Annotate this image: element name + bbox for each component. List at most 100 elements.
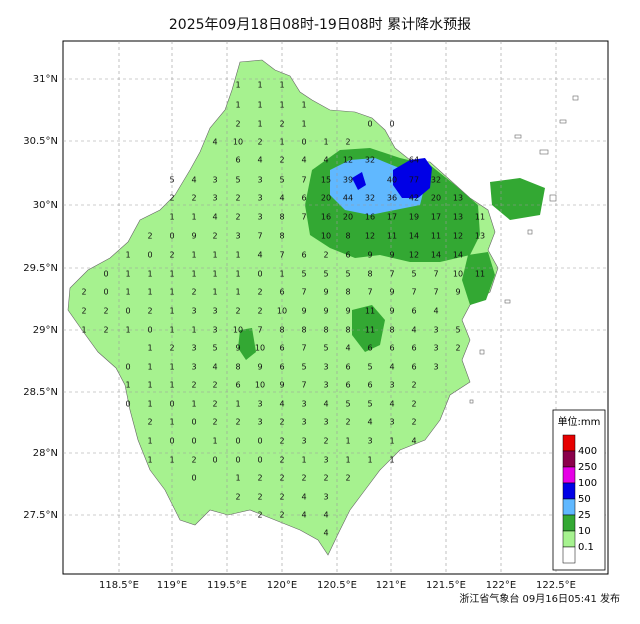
svg-text:1: 1 [257,81,262,90]
svg-text:2: 2 [279,493,284,502]
svg-text:1: 1 [235,81,240,90]
svg-text:4: 4 [411,326,416,335]
svg-text:7: 7 [301,288,306,297]
svg-text:4: 4 [323,400,328,409]
legend-box [552,409,606,571]
svg-text:1: 1 [191,213,196,222]
svg-text:4: 4 [433,307,438,316]
svg-text:12: 12 [453,232,463,241]
svg-text:0: 0 [169,400,174,409]
svg-text:7: 7 [301,344,306,353]
svg-text:10: 10 [277,307,287,316]
svg-text:0: 0 [169,232,174,241]
svg-text:1: 1 [125,381,130,390]
svg-text:5: 5 [323,270,328,279]
svg-text:9: 9 [389,288,394,297]
rain-patch-10 [238,328,256,360]
svg-text:4: 4 [212,213,217,222]
svg-text:9: 9 [235,344,240,353]
svg-text:32: 32 [365,194,375,203]
svg-text:12: 12 [365,232,375,241]
svg-text:1: 1 [235,251,240,260]
svg-text:1: 1 [169,307,174,316]
svg-text:1: 1 [301,120,306,129]
svg-text:2: 2 [279,511,284,520]
svg-text:3: 3 [433,344,438,353]
svg-text:8: 8 [323,326,328,335]
svg-text:3: 3 [212,176,217,185]
legend-label: 100 [578,478,597,489]
svg-text:2: 2 [257,493,262,502]
svg-text:3: 3 [323,456,328,465]
svg-text:44: 44 [343,194,353,203]
legend-label: 25 [578,510,591,521]
svg-text:11: 11 [365,307,375,316]
svg-text:0: 0 [147,251,152,260]
svg-text:0: 0 [191,474,196,483]
svg-text:2: 2 [279,156,284,165]
rain-core-50 [393,158,432,198]
svg-text:9: 9 [367,251,372,260]
lon-label: 119.5°E [207,580,247,591]
svg-text:6: 6 [345,363,350,372]
svg-text:10: 10 [233,138,243,147]
svg-text:10: 10 [255,344,265,353]
svg-text:7: 7 [433,270,438,279]
svg-text:3: 3 [389,381,394,390]
svg-text:1: 1 [125,270,130,279]
svg-text:1: 1 [257,120,262,129]
svg-text:5: 5 [279,176,284,185]
svg-text:1: 1 [147,456,152,465]
rain-patch-10 [462,252,495,305]
svg-text:2: 2 [212,400,217,409]
svg-text:6: 6 [235,156,240,165]
lon-label: 119°E [157,580,187,591]
svg-text:7: 7 [367,288,372,297]
svg-text:2: 2 [411,418,416,427]
svg-text:2: 2 [279,437,284,446]
svg-text:4: 4 [301,156,306,165]
legend-label: 0.1 [578,542,594,553]
svg-text:2: 2 [169,344,174,353]
svg-text:2: 2 [279,418,284,427]
svg-text:5: 5 [301,363,306,372]
svg-text:3: 3 [257,176,262,185]
svg-text:0: 0 [125,307,130,316]
svg-text:17: 17 [387,213,397,222]
svg-text:4: 4 [411,437,416,446]
svg-text:1: 1 [147,270,152,279]
svg-text:0: 0 [103,270,108,279]
svg-text:1: 1 [345,437,350,446]
svg-text:0: 0 [147,326,152,335]
svg-text:1: 1 [191,270,196,279]
lon-label: 122.5°E [536,580,576,591]
svg-text:1: 1 [147,381,152,390]
svg-text:2: 2 [345,138,350,147]
svg-text:9: 9 [279,381,284,390]
svg-text:0: 0 [191,418,196,427]
issuer-footer: 浙江省气象台 09月16日05:41 发布 [459,594,620,605]
svg-text:5: 5 [301,270,306,279]
svg-text:13: 13 [475,232,485,241]
svg-text:16: 16 [365,213,375,222]
svg-text:6: 6 [367,381,372,390]
svg-text:2: 2 [257,511,262,520]
svg-text:2: 2 [81,307,86,316]
svg-text:5: 5 [367,400,372,409]
legend-swatch [562,530,576,548]
svg-text:7: 7 [257,232,262,241]
svg-text:3: 3 [191,307,196,316]
svg-text:8: 8 [345,232,350,241]
legend-label: 400 [578,446,597,457]
svg-text:1: 1 [125,288,130,297]
svg-text:3: 3 [257,418,262,427]
svg-text:6: 6 [389,344,394,353]
svg-text:2: 2 [301,474,306,483]
svg-text:7: 7 [433,288,438,297]
svg-text:6: 6 [301,194,306,203]
svg-text:1: 1 [169,213,174,222]
svg-text:5: 5 [235,176,240,185]
svg-text:4: 4 [367,418,372,427]
svg-text:2: 2 [212,381,217,390]
